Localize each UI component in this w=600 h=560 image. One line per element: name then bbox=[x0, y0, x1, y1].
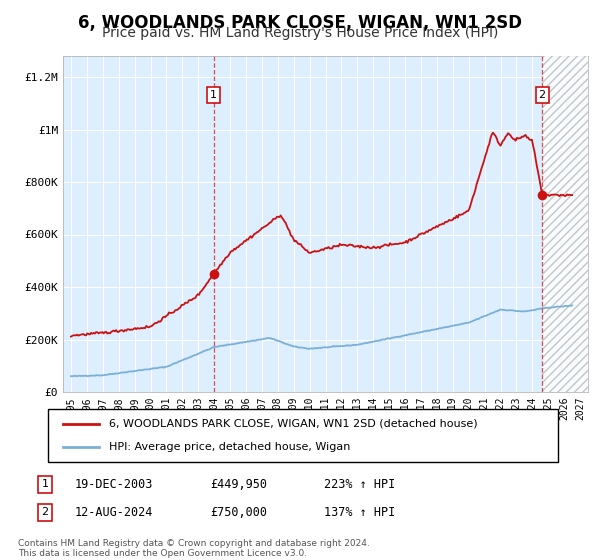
Text: 1: 1 bbox=[210, 90, 217, 100]
Text: 1: 1 bbox=[41, 479, 49, 489]
Text: Price paid vs. HM Land Registry's House Price Index (HPI): Price paid vs. HM Land Registry's House … bbox=[102, 26, 498, 40]
Text: 223% ↑ HPI: 223% ↑ HPI bbox=[324, 478, 395, 491]
Bar bbox=[542, 56, 588, 392]
Text: Contains HM Land Registry data © Crown copyright and database right 2024.
This d: Contains HM Land Registry data © Crown c… bbox=[18, 539, 370, 558]
Text: 19-DEC-2003: 19-DEC-2003 bbox=[75, 478, 154, 491]
Text: 6, WOODLANDS PARK CLOSE, WIGAN, WN1 2SD: 6, WOODLANDS PARK CLOSE, WIGAN, WN1 2SD bbox=[78, 14, 522, 32]
Text: £750,000: £750,000 bbox=[210, 506, 267, 519]
Text: 2: 2 bbox=[539, 90, 546, 100]
Text: 6, WOODLANDS PARK CLOSE, WIGAN, WN1 2SD (detached house): 6, WOODLANDS PARK CLOSE, WIGAN, WN1 2SD … bbox=[109, 419, 478, 429]
Text: 12-AUG-2024: 12-AUG-2024 bbox=[75, 506, 154, 519]
Text: HPI: Average price, detached house, Wigan: HPI: Average price, detached house, Wiga… bbox=[109, 442, 350, 452]
Text: £449,950: £449,950 bbox=[210, 478, 267, 491]
FancyBboxPatch shape bbox=[48, 409, 558, 462]
Text: 2: 2 bbox=[41, 507, 49, 517]
Text: 137% ↑ HPI: 137% ↑ HPI bbox=[324, 506, 395, 519]
